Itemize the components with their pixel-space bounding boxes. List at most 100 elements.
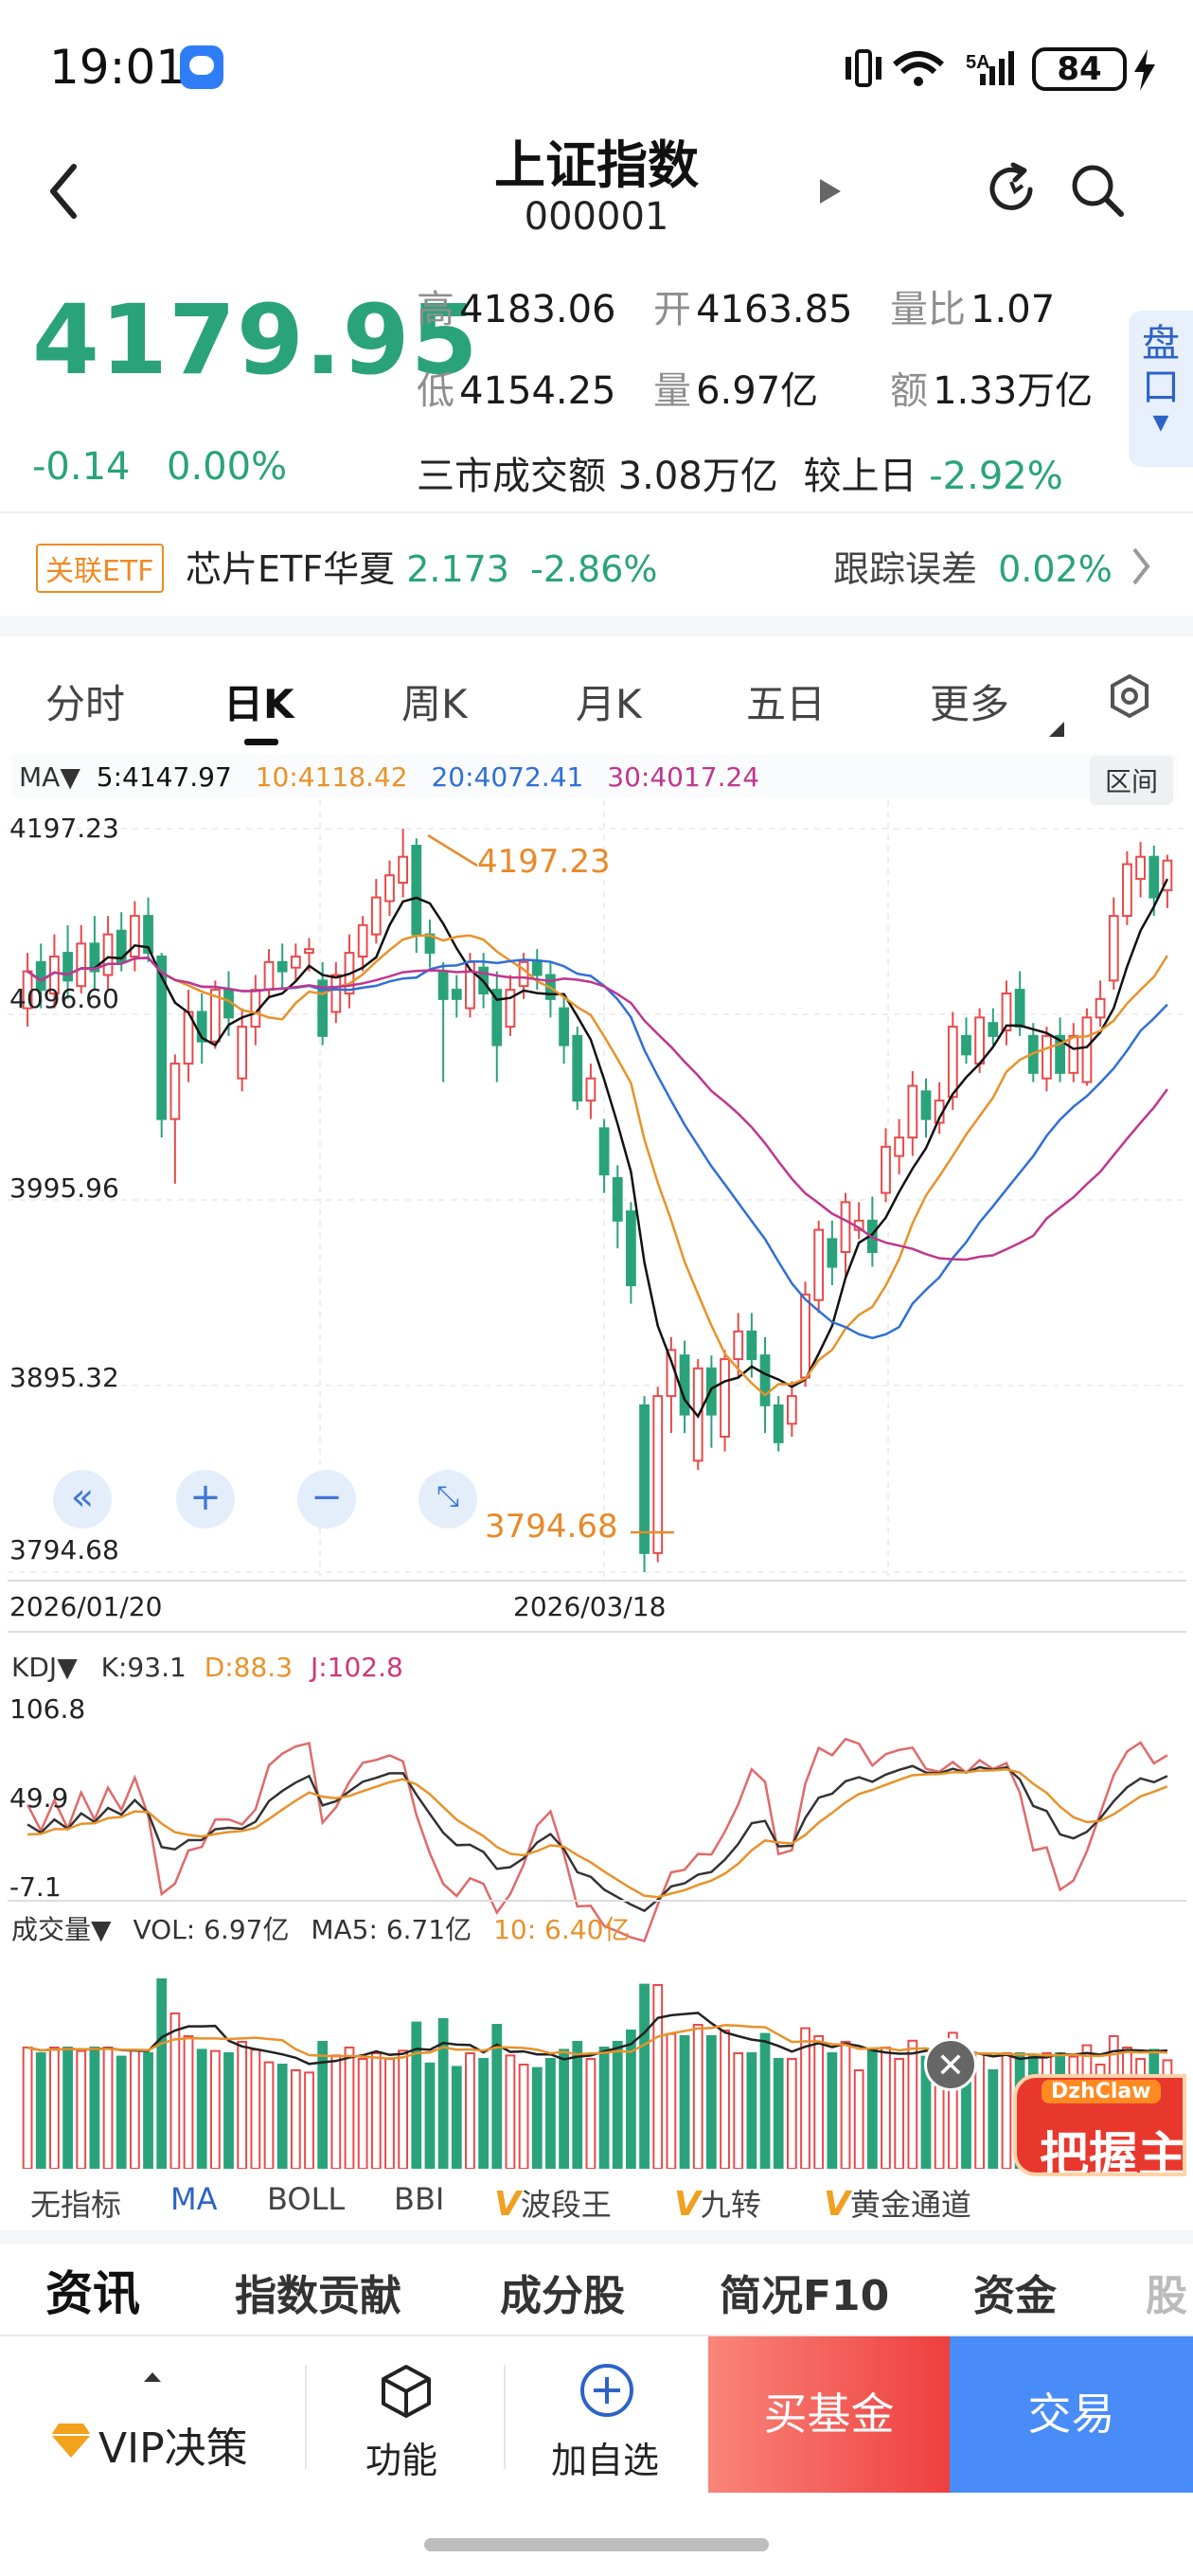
tab-stocks[interactable]: 股 [1146, 2272, 1187, 2320]
function-label: 功能 [365, 2440, 438, 2481]
candle-body [1081, 1016, 1093, 1083]
volume-bar [89, 2047, 100, 2169]
indicator-boll[interactable]: BOLL [267, 2181, 346, 2217]
signal-icons: 5A [846, 49, 1014, 87]
search-icon[interactable] [1068, 161, 1129, 222]
etf-info: 芯片ETF华夏 2.173 -2.86% [186, 540, 658, 592]
candle-body [786, 1395, 797, 1425]
play-triangle-icon[interactable] [816, 175, 845, 207]
volume-ma5-legend: MA5: 6.71亿 [311, 1914, 472, 1945]
tab-f10[interactable]: 简况F10 [720, 2272, 890, 2320]
kdj-selector[interactable]: KDJ [11, 1652, 58, 1683]
volume-bar [237, 2041, 248, 2169]
volume-bar [598, 2047, 610, 2169]
back-icon[interactable] [45, 161, 83, 222]
buy-fund-button[interactable]: 买基金 [708, 2336, 950, 2493]
volume-bar [437, 2018, 449, 2169]
candle-body [116, 929, 127, 963]
vip-decision-button[interactable]: VIP决策 [0, 2336, 305, 2502]
low-value: 4154.25 [459, 369, 616, 413]
kdj-d-legend: D:88.3 [204, 1652, 294, 1683]
order-book-tab[interactable]: 盘 口 ▼ [1129, 311, 1193, 467]
candle-body [35, 960, 46, 992]
candle-body [800, 1293, 810, 1379]
etf-change: -2.86% [530, 548, 658, 590]
quote-panel: 4179.95 -0.14 0.00% 高 4183.06 开 4163.85 … [0, 265, 1193, 498]
candle-body [156, 956, 168, 1120]
kdj-tick-0: 106.8 [9, 1693, 86, 1725]
indicator-bbi[interactable]: BBI [394, 2181, 445, 2217]
kdj-dropdown-icon[interactable]: ▼ [57, 1652, 78, 1683]
ma-selector[interactable]: MA [19, 761, 61, 793]
volume-bar [62, 2047, 73, 2169]
settings-icon[interactable] [1106, 672, 1153, 720]
tab-monthly-k[interactable]: 月K [576, 681, 642, 727]
trade-button[interactable]: 交易 [950, 2336, 1193, 2493]
indicator-golden-channel[interactable]: 黄金通道 [849, 2187, 971, 2223]
zoom-out-button[interactable]: − [297, 1470, 356, 1529]
volume-ma-lines [27, 2012, 1167, 2066]
ma5-line [27, 878, 1169, 1419]
tab-constituents[interactable]: 成分股 [500, 2272, 625, 2320]
kline-chart-area[interactable]: MA▼ 5:4147.97 10:4118.42 20:4072.41 30:4… [8, 748, 1186, 2178]
candle-body [559, 1007, 569, 1046]
candlestick-series [22, 829, 1173, 1572]
svg-text:5A: 5A [966, 52, 990, 73]
candle-body [1014, 989, 1025, 1029]
volume-bar [840, 2041, 851, 2169]
function-button[interactable]: 功能 [307, 2336, 504, 2502]
candle-body [920, 1090, 932, 1120]
tracking-error-value: 0.02% [998, 548, 1113, 590]
ma-dropdown-icon[interactable]: ▼ [60, 761, 80, 793]
home-indicator[interactable] [424, 2538, 769, 2551]
tab-funds[interactable]: 资金 [973, 2272, 1057, 2320]
tab-news[interactable]: 资讯 [45, 2266, 140, 2321]
candle-body [76, 942, 87, 988]
indicator-none[interactable]: 无指标 [30, 2187, 122, 2223]
high-annotation: 4197.23 [477, 843, 611, 881]
bottom-action-bar: VIP决策 功能 加自选 买基金 交易 [0, 2334, 1193, 2500]
candle-body [505, 989, 516, 1029]
add-watchlist-button[interactable]: 加自选 [506, 2336, 708, 2502]
kdj-j-line [26, 1737, 1168, 1943]
scroll-left-button[interactable]: « [53, 1470, 112, 1529]
high-annotation-line [427, 833, 478, 868]
volume-bar [276, 2064, 288, 2169]
volume-bar [786, 2058, 797, 2169]
volume-dropdown-icon[interactable]: ▼ [91, 1914, 112, 1945]
volume-bar [733, 2052, 744, 2169]
volume-bar [250, 2048, 261, 2169]
kdj-divider [8, 1631, 1186, 1633]
candle-body [411, 844, 422, 936]
volume-bar [866, 2048, 878, 2169]
divider [305, 2365, 307, 2469]
candle-body [759, 1354, 771, 1406]
refresh-icon[interactable] [985, 161, 1042, 218]
indicator-wave-king[interactable]: 波段王 [520, 2187, 612, 2223]
candle-body [276, 960, 288, 973]
kdj-d-line [27, 1767, 1168, 1899]
close-promo-icon[interactable]: ✕ [924, 2038, 977, 2091]
indicator-nine-turn[interactable]: 九转 [700, 2187, 761, 2223]
tab-index-contribution[interactable]: 指数贡献 [235, 2272, 401, 2320]
volume-bar [169, 2012, 181, 2169]
volume-bar [626, 2030, 636, 2169]
related-etf-row[interactable]: 关联ETF 芯片ETF华夏 2.173 -2.86% 跟踪误差 0.02% [0, 511, 1193, 616]
tab-more[interactable]: 更多 [930, 681, 1010, 727]
range-button[interactable]: 区间 [1089, 756, 1173, 805]
candle-body [518, 960, 529, 988]
volume-bar [183, 2035, 194, 2169]
candle-body [894, 1136, 905, 1157]
zoom-in-button[interactable]: + [176, 1470, 235, 1529]
volume-selector[interactable]: 成交量 [11, 1914, 92, 1945]
kdj-j-legend: J:102.8 [310, 1652, 403, 1683]
tab-weekly-k[interactable]: 周K [401, 681, 468, 727]
tab-daily-k[interactable]: 日K [223, 681, 294, 727]
tab-intraday[interactable]: 分时 [45, 681, 126, 727]
fullscreen-button[interactable]: ⤡ [418, 1470, 477, 1529]
promo-badge[interactable]: DzhClaw 把握主 [1013, 2074, 1186, 2176]
indicator-ma[interactable]: MA [170, 2181, 218, 2217]
volume-bar [76, 2049, 87, 2169]
tab-five-day[interactable]: 五日 [746, 681, 827, 727]
candle-body [881, 1145, 891, 1194]
